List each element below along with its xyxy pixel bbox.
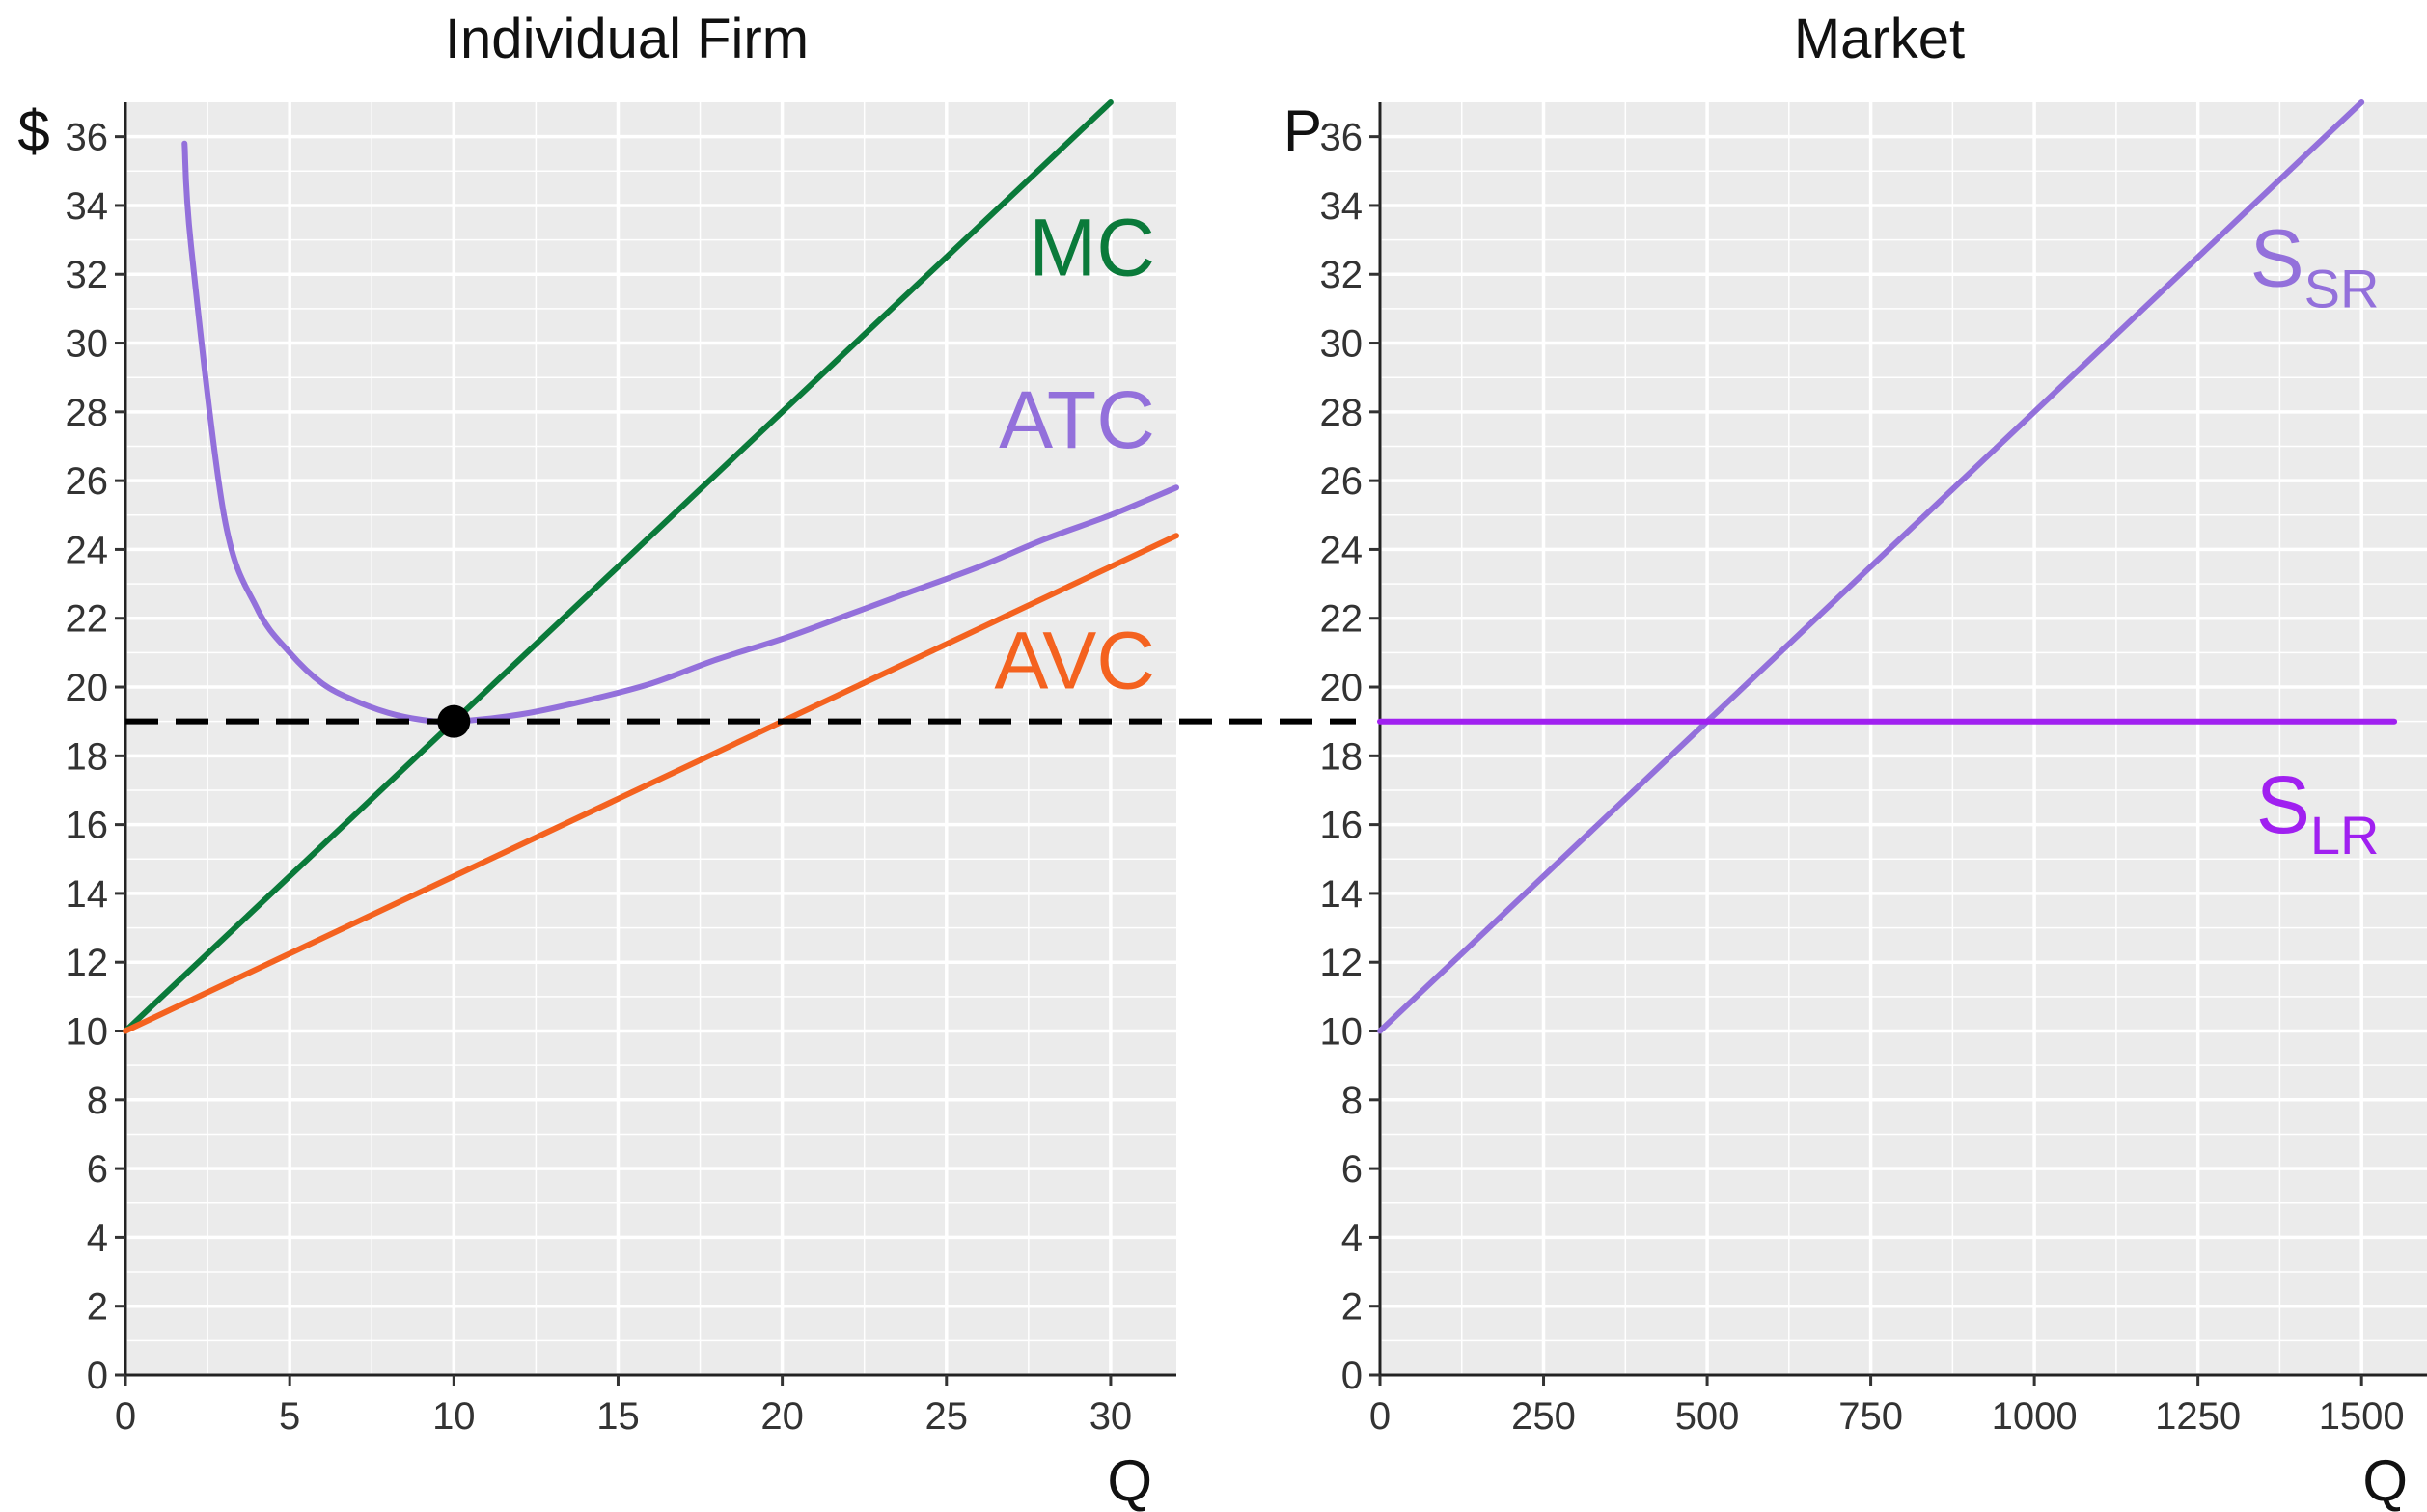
y-tick-label: 32 (66, 254, 109, 296)
x-tick-label: 15 (596, 1395, 640, 1438)
x-tick-label: 750 (1838, 1395, 1903, 1438)
y-axis-label: $ (17, 98, 49, 163)
y-tick-label: 28 (66, 392, 109, 434)
y-tick-label: 16 (1320, 805, 1364, 847)
y-tick-label: 34 (66, 185, 109, 228)
x-tick-label: 500 (1675, 1395, 1740, 1438)
y-tick-label: 2 (87, 1286, 108, 1329)
x-tick-label: 1250 (2155, 1395, 2241, 1438)
x-tick-label: 250 (1511, 1395, 1576, 1438)
y-tick-label: 32 (1320, 254, 1364, 296)
y-tick-label: 24 (1320, 529, 1364, 571)
y-tick-label: 0 (87, 1355, 108, 1397)
y-tick-label: 14 (1320, 873, 1364, 916)
curve-label: SLR (2256, 759, 2380, 866)
y-tick-label: 34 (1320, 185, 1364, 228)
y-tick-label: 10 (1320, 1011, 1364, 1054)
y-tick-label: 26 (1320, 460, 1364, 503)
y-tick-label: 36 (66, 117, 109, 159)
x-tick-label: 0 (1369, 1395, 1391, 1438)
curve-label-subscript: LR (2310, 805, 2380, 866)
curve-label-text: AVC (994, 616, 1154, 706)
y-tick-label: 22 (1320, 598, 1364, 641)
y-tick-label: 20 (66, 667, 109, 709)
plot-background (1380, 102, 2427, 1375)
x-tick-label: 25 (925, 1395, 969, 1438)
market-panel: 0 250 500 750 1000 1250 1500024681012141618202… (1283, 8, 2427, 1512)
series-line-mc (123, 99, 1114, 1034)
y-tick-label: 8 (1341, 1080, 1363, 1122)
plot-background (125, 102, 1176, 1375)
y-tick-label: 8 (87, 1080, 108, 1122)
y-tick-label: 4 (87, 1217, 108, 1259)
individual-firm-panel: 0 5 10 15 20 25 300246810121416182022242628303… (17, 8, 1179, 1512)
curve-label: AVC (994, 616, 1154, 706)
x-tick-label: 5 (279, 1395, 300, 1438)
y-tick-label: 36 (1320, 117, 1364, 159)
x-tick-label: 10 (432, 1395, 476, 1438)
y-tick-label: 2 (1341, 1286, 1363, 1329)
curve-label-text: MC (1029, 203, 1155, 293)
y-tick-label: 26 (66, 460, 109, 503)
x-tick-label: 30 (1089, 1395, 1133, 1438)
x-tick-label: 1000 (1992, 1395, 2078, 1438)
curve-label-text: S (2250, 212, 2304, 303)
equilibrium-point (437, 704, 471, 738)
y-tick-label: 28 (1320, 392, 1364, 434)
curve-label: SSR (2250, 212, 2380, 318)
x-tick-label: 0 (115, 1395, 136, 1438)
y-tick-label: 14 (66, 873, 109, 916)
y-tick-label: 0 (1341, 1355, 1363, 1397)
y-tick-label: 18 (66, 735, 109, 778)
y-tick-label: 20 (1320, 667, 1364, 709)
curve-label-text: S (2256, 759, 2310, 850)
y-tick-label: 30 (66, 323, 109, 366)
chart-title: Market (1794, 8, 1965, 70)
x-axis-label: Q (1107, 1448, 1152, 1512)
y-tick-label: 12 (1320, 942, 1364, 984)
curve-label-text: ATC (999, 374, 1155, 465)
y-tick-label: 10 (66, 1011, 109, 1054)
y-tick-label: 24 (66, 529, 109, 571)
price-connector (125, 704, 1356, 738)
y-tick-label: 6 (87, 1148, 108, 1191)
y-tick-label: 6 (1341, 1148, 1363, 1191)
y-tick-label: 18 (1320, 735, 1364, 778)
curve-label-subscript: SR (2304, 258, 2380, 318)
y-tick-label: 30 (1320, 323, 1364, 366)
y-tick-label: 12 (66, 942, 109, 984)
curve-label: MC (1029, 203, 1155, 293)
y-tick-label: 22 (66, 598, 109, 641)
y-axis-label: P (1283, 98, 1322, 163)
y-tick-label: 4 (1341, 1217, 1363, 1259)
curve-label: ATC (999, 374, 1155, 465)
series-line-ssr (1377, 99, 2365, 1034)
x-axis-label: Q (2362, 1448, 2408, 1512)
series-line-atc (181, 140, 1179, 726)
x-tick-label: 1500 (2319, 1395, 2405, 1438)
y-tick-label: 16 (66, 805, 109, 847)
x-tick-label: 20 (760, 1395, 804, 1438)
chart-title: Individual Firm (445, 8, 809, 70)
